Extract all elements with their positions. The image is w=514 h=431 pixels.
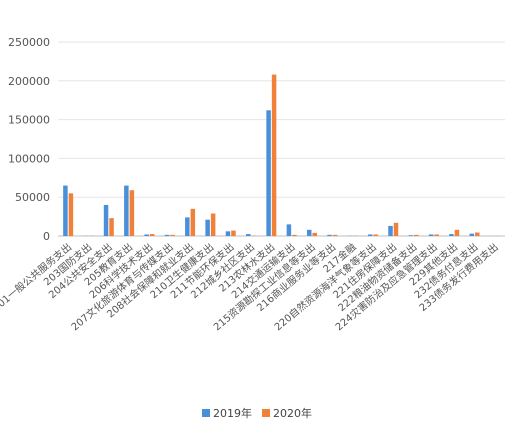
bar-2019: [266, 110, 271, 236]
y-tick-label: 150000: [8, 114, 50, 127]
bar-2020: [231, 230, 236, 236]
legend-label-2019: 2019年: [213, 407, 252, 420]
y-tick-label: 0: [43, 230, 50, 243]
bar-2020: [312, 232, 317, 236]
bar-2019: [144, 234, 149, 236]
bar-2020: [393, 222, 399, 236]
bar-2020: [170, 234, 175, 236]
bar-2020: [271, 74, 277, 236]
y-tick-label: 200000: [8, 75, 50, 88]
bar-2019: [327, 234, 332, 236]
bar-2020: [68, 193, 74, 236]
y-tick-label: 250000: [8, 36, 50, 49]
bar-2019: [246, 234, 251, 236]
bar-2019: [286, 224, 292, 236]
bar-2019: [367, 234, 373, 236]
bar-2019: [449, 234, 454, 236]
legend-label-2020: 2020年: [273, 407, 312, 420]
bar-2019: [103, 204, 109, 236]
bar-2020: [332, 234, 338, 236]
bar-2020: [129, 190, 135, 236]
bar-2019: [306, 229, 312, 236]
bar-2020: [210, 213, 216, 236]
bar-2019: [469, 233, 475, 236]
bar-2020: [190, 208, 196, 236]
legend-item-2020: 2020年: [262, 405, 312, 421]
bar-2019: [428, 234, 434, 236]
bar-2019: [205, 219, 210, 236]
legend-item-2019: 2019年: [202, 405, 252, 421]
bar-2020: [373, 234, 378, 236]
bar-2020: [109, 218, 114, 236]
bar-2019: [124, 185, 129, 236]
bar-2020: [454, 229, 460, 236]
bar-2019: [164, 234, 170, 236]
bar-2019: [63, 185, 68, 236]
bar-2020: [149, 234, 155, 236]
y-tick-label: 100000: [8, 152, 50, 165]
legend: 2019年 2020年: [0, 405, 514, 421]
y-tick-label: 50000: [15, 191, 50, 204]
bar-2020: [292, 234, 297, 236]
bar-2020: [414, 234, 419, 236]
x-tick-label: 201一般公共服务支出: [0, 240, 74, 314]
bar-2019: [408, 235, 414, 236]
legend-swatch-2019: [202, 409, 210, 417]
bar-2019: [388, 225, 393, 236]
bar-2020: [434, 234, 439, 236]
bar-2019: [185, 217, 190, 236]
bar-2019: [225, 231, 231, 236]
legend-swatch-2020: [262, 409, 270, 417]
bar-2020: [475, 232, 480, 236]
